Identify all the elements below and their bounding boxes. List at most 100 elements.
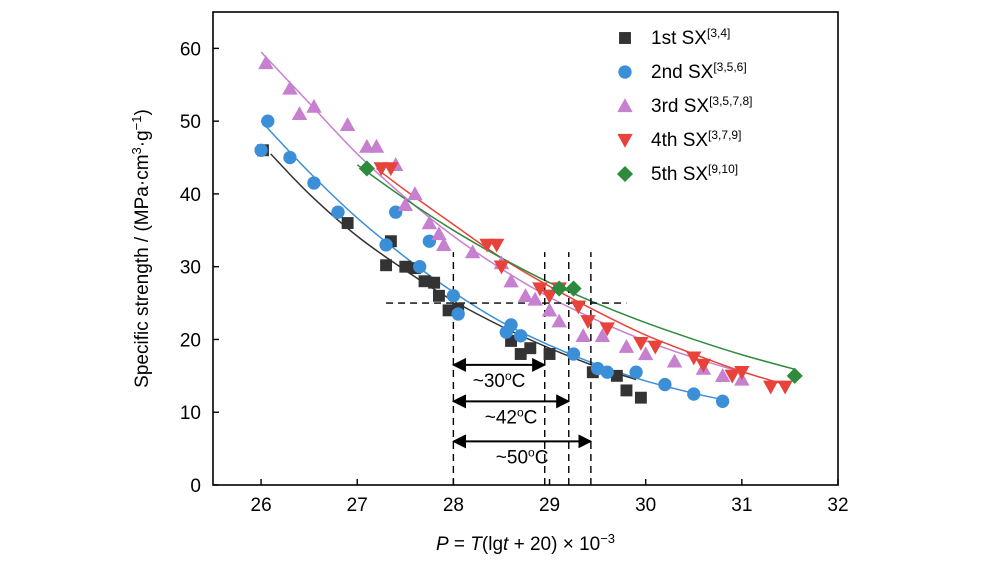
- x-title-eq: =: [449, 534, 471, 555]
- data-point: [724, 369, 740, 384]
- data-point: [258, 55, 274, 70]
- x-axis-title: P = T(lgt + 20) × 10−3: [436, 531, 615, 556]
- legend-label: 2nd SX[3,5,6]: [651, 60, 747, 83]
- data-point: [629, 365, 643, 379]
- data-point: [686, 351, 702, 366]
- y-tick-label: 0: [190, 476, 201, 497]
- legend-label: 5th SX[9,10]: [651, 162, 738, 185]
- data-point: [610, 369, 623, 382]
- data-point: [658, 377, 672, 392]
- data-point: [418, 275, 431, 288]
- y-tick-label: 30: [180, 258, 201, 279]
- data-point: [647, 340, 664, 355]
- data-point: [399, 260, 412, 273]
- fit-curve: [260, 120, 728, 402]
- data-point: [254, 143, 268, 157]
- fit-curve: [376, 167, 786, 386]
- x-title-sup: −3: [600, 531, 615, 546]
- data-point: [566, 347, 581, 361]
- y-tick-label: 20: [180, 330, 201, 351]
- data-point: [532, 282, 548, 297]
- data-point: [503, 273, 519, 288]
- data-point: [524, 342, 537, 355]
- plot-frame: [212, 11, 839, 486]
- data-point: [695, 358, 712, 373]
- data-point: [618, 339, 635, 353]
- data-point: [383, 162, 399, 177]
- legend-label: 1st SX[3,4]: [651, 26, 730, 49]
- x-tick-label: 31: [731, 495, 752, 516]
- data-point: [527, 291, 543, 306]
- range-label: ~30oC: [473, 369, 526, 392]
- data-point: [600, 365, 614, 379]
- range-label: ~50oC: [496, 445, 549, 468]
- y-tick-label: 50: [180, 112, 201, 133]
- data-point: [762, 380, 779, 395]
- data-point: [551, 280, 568, 297]
- data-point: [282, 80, 298, 95]
- data-point: [436, 237, 452, 252]
- data-point: [570, 300, 587, 315]
- data-point: [368, 138, 385, 153]
- data-point: [580, 315, 596, 329]
- y-title-end: ): [132, 109, 153, 115]
- data-point: [464, 244, 481, 259]
- data-points: [254, 55, 803, 408]
- y-title-main: Specific strength / (MPa·cm: [132, 154, 153, 387]
- y-axis-title: Specific strength / (MPa·cm3·g−1): [129, 109, 154, 388]
- legend-marker: [617, 98, 633, 113]
- data-point: [431, 226, 447, 241]
- range-label: ~42oC: [485, 405, 538, 428]
- x-title-end: + 20) × 10: [508, 534, 600, 555]
- data-point: [339, 117, 356, 131]
- data-point: [551, 313, 567, 328]
- data-point: [715, 394, 730, 408]
- data-point: [358, 160, 375, 177]
- data-point: [687, 387, 701, 401]
- data-point: [575, 328, 591, 342]
- data-point: [407, 186, 423, 201]
- y-tick-label: 10: [180, 403, 201, 424]
- data-point: [541, 289, 558, 304]
- x-tick-label: 32: [827, 495, 848, 516]
- data-point: [777, 380, 793, 395]
- legend-marker: [617, 133, 633, 148]
- data-point: [514, 348, 527, 360]
- data-point: [291, 106, 308, 121]
- data-point: [413, 260, 427, 274]
- annotations: ~30oC ~42oC ~50oC: [451, 357, 593, 468]
- data-point: [397, 197, 414, 211]
- legend-marker: [618, 65, 632, 79]
- x-tick-label: 29: [539, 495, 560, 516]
- data-point: [341, 217, 354, 229]
- data-point: [543, 348, 556, 360]
- x-tick-label: 28: [443, 495, 464, 516]
- data-point: [565, 280, 582, 297]
- y-title-sup2: −1: [129, 116, 144, 131]
- data-point: [306, 98, 322, 113]
- data-point: [446, 289, 461, 303]
- legend-label: 3rd SX[3,5,7,8]: [651, 94, 752, 117]
- y-tick-label: 60: [180, 39, 201, 60]
- data-point: [637, 346, 654, 361]
- y-title-mid: ·g: [132, 130, 153, 147]
- data-point: [379, 238, 393, 252]
- data-point: [451, 307, 465, 321]
- x-title-p: P: [436, 534, 449, 555]
- data-point: [380, 259, 393, 272]
- data-point: [517, 288, 534, 302]
- legend-label: 4th SX[3,7,9]: [651, 128, 741, 151]
- data-point: [505, 334, 518, 347]
- data-point: [714, 368, 731, 383]
- x-title-t: T: [470, 534, 483, 555]
- data-point: [666, 353, 683, 368]
- data-point: [283, 150, 297, 165]
- y-title-sup1: 3: [129, 147, 144, 154]
- data-point: [786, 367, 803, 384]
- data-point: [442, 304, 455, 317]
- data-point: [488, 238, 505, 253]
- data-point: [734, 366, 750, 380]
- y-tick-label: 40: [180, 185, 201, 206]
- data-point: [620, 384, 633, 397]
